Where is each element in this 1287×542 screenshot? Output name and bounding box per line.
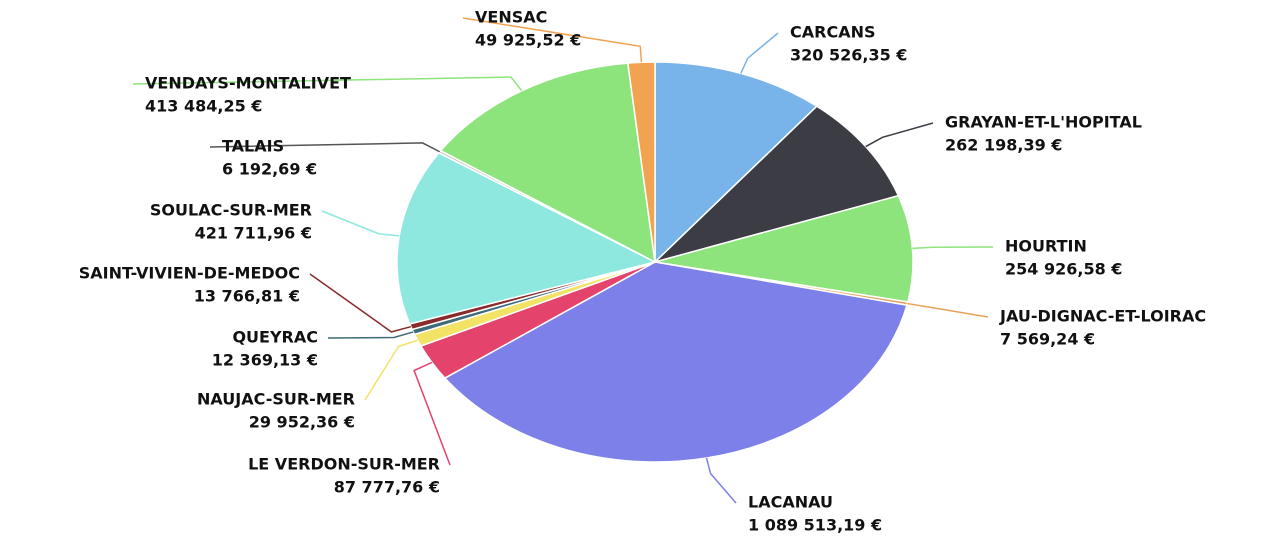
slice-value: 262 198,39 €: [945, 136, 1062, 155]
slice-label: CARCANS: [790, 23, 875, 42]
leader-line: [865, 122, 934, 148]
slice-label: VENSAC: [475, 8, 547, 27]
pie-slice: [439, 62, 656, 264]
slice-value: 320 526,35 €: [790, 46, 907, 65]
leader-line: [413, 361, 451, 466]
slice-label: SOULAC-SUR-MER: [150, 201, 312, 220]
slice-value: 413 484,25 €: [145, 97, 262, 116]
slice-label: VENDAYS-MONTALIVET: [145, 74, 351, 93]
slice-value: 7 569,24 €: [1000, 330, 1095, 349]
slice-value: 13 766,81 €: [194, 287, 300, 306]
leader-line: [321, 210, 400, 237]
leader-line: [309, 273, 412, 333]
pie-slice: [654, 105, 900, 263]
leader-line: [327, 331, 414, 339]
slice-value: 421 711,96 €: [195, 224, 312, 243]
slice-value: 12 369,13 €: [212, 351, 318, 370]
pie-slice: [443, 261, 908, 463]
leader-line: [364, 339, 418, 401]
slice-label: HOURTIN: [1005, 237, 1087, 256]
slice-label: NAUJAC-SUR-MER: [197, 390, 355, 409]
slice-label: SAINT-VIVIEN-DE-MEDOC: [79, 264, 300, 283]
leader-line: [209, 142, 441, 153]
slice-label: LACANAU: [748, 493, 833, 512]
slice-label: TALAIS: [222, 137, 284, 156]
slice-label: QUEYRAC: [232, 328, 318, 347]
leader-line: [912, 246, 994, 250]
leader-line: [705, 457, 737, 504]
slice-value: 1 089 513,19 €: [748, 516, 882, 535]
slice-value: 6 192,69 €: [222, 160, 317, 179]
slice-value: 87 777,76 €: [334, 478, 440, 497]
leader-line: [740, 32, 779, 74]
slice-label: JAU-DIGNAC-ET-LOIRAC: [999, 307, 1206, 326]
pie-slice: [626, 61, 656, 263]
pie-slice: [396, 151, 658, 325]
slice-value: 29 952,36 €: [249, 413, 355, 432]
leader-line: [132, 76, 523, 92]
slice-label: LE VERDON-SUR-MER: [248, 455, 440, 474]
pie-slice: [654, 61, 819, 264]
leader-line: [907, 302, 989, 318]
slice-value: 254 926,58 €: [1005, 260, 1122, 279]
leader-line: [462, 17, 643, 63]
pie-slice: [654, 194, 914, 303]
slice-value: 49 925,52 €: [475, 31, 581, 50]
slice-label: GRAYAN-ET-L'HOPITAL: [945, 113, 1142, 132]
